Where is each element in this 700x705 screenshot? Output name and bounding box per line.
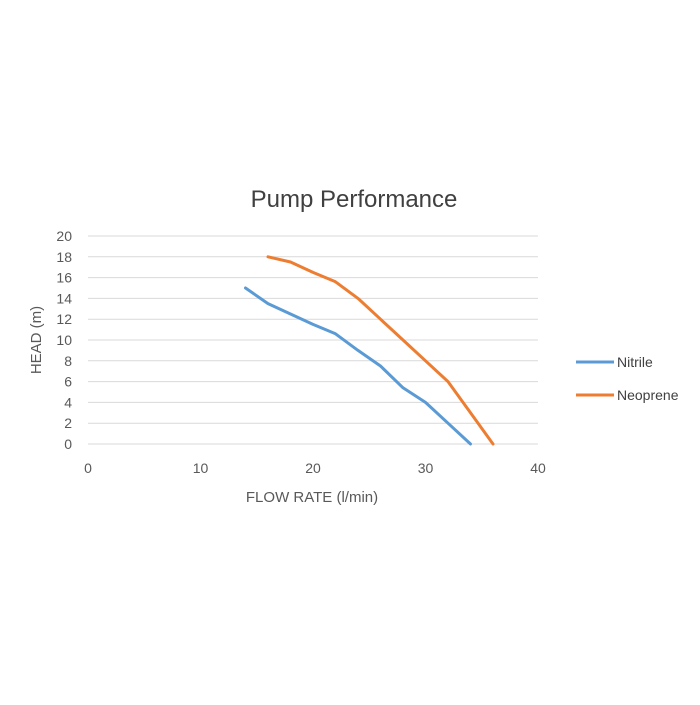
series-lines (244, 255, 495, 446)
x-tick-label: 20 (305, 460, 321, 476)
y-tick-label: 20 (56, 228, 72, 244)
y-tick-label: 14 (56, 290, 72, 306)
y-tick-label: 18 (56, 249, 72, 265)
x-axis-title: FLOW RATE (l/min) (246, 489, 378, 506)
x-tick-label: 30 (418, 460, 434, 476)
gridlines (88, 235, 538, 445)
y-tick-label: 8 (64, 353, 72, 369)
y-tick-label: 0 (64, 436, 72, 452)
y-axis-title: HEAD (m) (28, 306, 45, 374)
x-tick-label: 0 (84, 460, 92, 476)
x-tick-label: 40 (530, 460, 546, 476)
y-tick-label: 12 (56, 311, 72, 327)
chart-title: Pump Performance (251, 186, 458, 213)
legend-label-nitrile: Nitrile (617, 354, 653, 370)
y-tick-label: 2 (64, 415, 72, 431)
y-tick-label: 16 (56, 270, 72, 286)
x-tick-label: 10 (193, 460, 209, 476)
x-axis-ticks: 0 10 20 30 40 (84, 460, 546, 476)
series-line-nitrile (244, 286, 472, 446)
series-line-neoprene (266, 255, 495, 446)
legend-label-neoprene: Neoprene (617, 387, 679, 403)
y-axis-ticks: 0 2 4 6 8 10 12 14 16 18 20 (56, 228, 72, 452)
legend: Nitrile Neoprene (576, 354, 679, 403)
y-tick-label: 6 (64, 374, 72, 390)
y-tick-label: 4 (64, 394, 72, 410)
y-tick-label: 10 (56, 332, 72, 348)
